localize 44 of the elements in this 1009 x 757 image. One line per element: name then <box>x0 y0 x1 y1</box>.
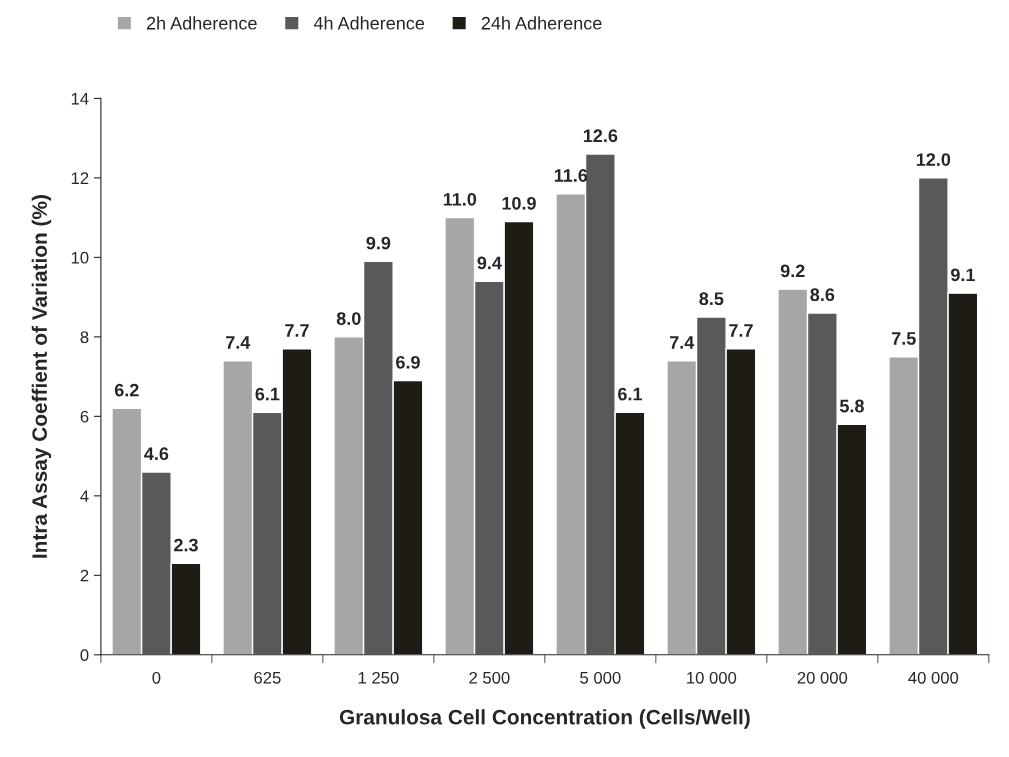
data-label: 9.1 <box>951 268 975 282</box>
data-label: 6.9 <box>396 355 420 369</box>
data-label: 7.5 <box>891 332 916 345</box>
data-label: 11.0 <box>443 192 477 206</box>
data-label: 12.6 <box>583 129 618 143</box>
y-axis-title: Intra Assay Coeffient of Variation (%) <box>31 195 52 558</box>
data-label: 7.4 <box>669 336 695 349</box>
data-label: 7.4 <box>226 336 251 349</box>
y-tick-label: 2 <box>80 569 89 582</box>
legend-label: 24h Adherence <box>481 16 602 30</box>
y-tick-label: 10 <box>71 251 89 264</box>
data-label: 7.7 <box>285 324 309 337</box>
data-label: 6.1 <box>255 387 280 401</box>
data-label: 9.9 <box>366 236 391 250</box>
y-tick-label: 12 <box>71 172 89 184</box>
legend-label: 4h Adherence <box>313 16 425 30</box>
y-tick-label: 8 <box>80 331 89 344</box>
x-tick-label: 20 000 <box>797 671 848 684</box>
x-tick-label: 0 <box>152 671 161 684</box>
legend-label: 2h Adherence <box>146 16 257 30</box>
data-label: 10.9 <box>502 196 536 210</box>
data-label: 2.3 <box>174 538 198 552</box>
x-tick-label: 5 000 <box>580 671 621 684</box>
data-label: 5.8 <box>839 399 864 413</box>
data-label: 12.0 <box>916 153 951 166</box>
y-tick-label: 6 <box>80 410 89 423</box>
y-tick-label: 0 <box>80 649 89 662</box>
data-label: 9.2 <box>780 264 805 278</box>
data-label: 8.5 <box>699 292 724 306</box>
y-tick-label: 4 <box>80 490 89 502</box>
x-tick-label: 10 000 <box>687 671 737 684</box>
x-tick-label: 2 500 <box>469 671 510 684</box>
x-tick-label: 625 <box>254 671 281 684</box>
data-label: 8.6 <box>810 288 835 302</box>
data-label: 6.2 <box>114 383 139 397</box>
x-axis-title: Granulosa Cell Concentration (Cells/Well) <box>339 709 750 729</box>
data-label: 4.6 <box>144 447 169 461</box>
x-tick-label: 40 000 <box>908 671 959 684</box>
data-label: 9.4 <box>477 256 502 270</box>
data-label: 8.0 <box>336 312 361 325</box>
data-label: 7.7 <box>729 324 753 337</box>
data-label: 6.1 <box>618 387 642 401</box>
x-tick-label: 1 250 <box>358 671 399 684</box>
y-tick-label: 14 <box>71 92 89 105</box>
